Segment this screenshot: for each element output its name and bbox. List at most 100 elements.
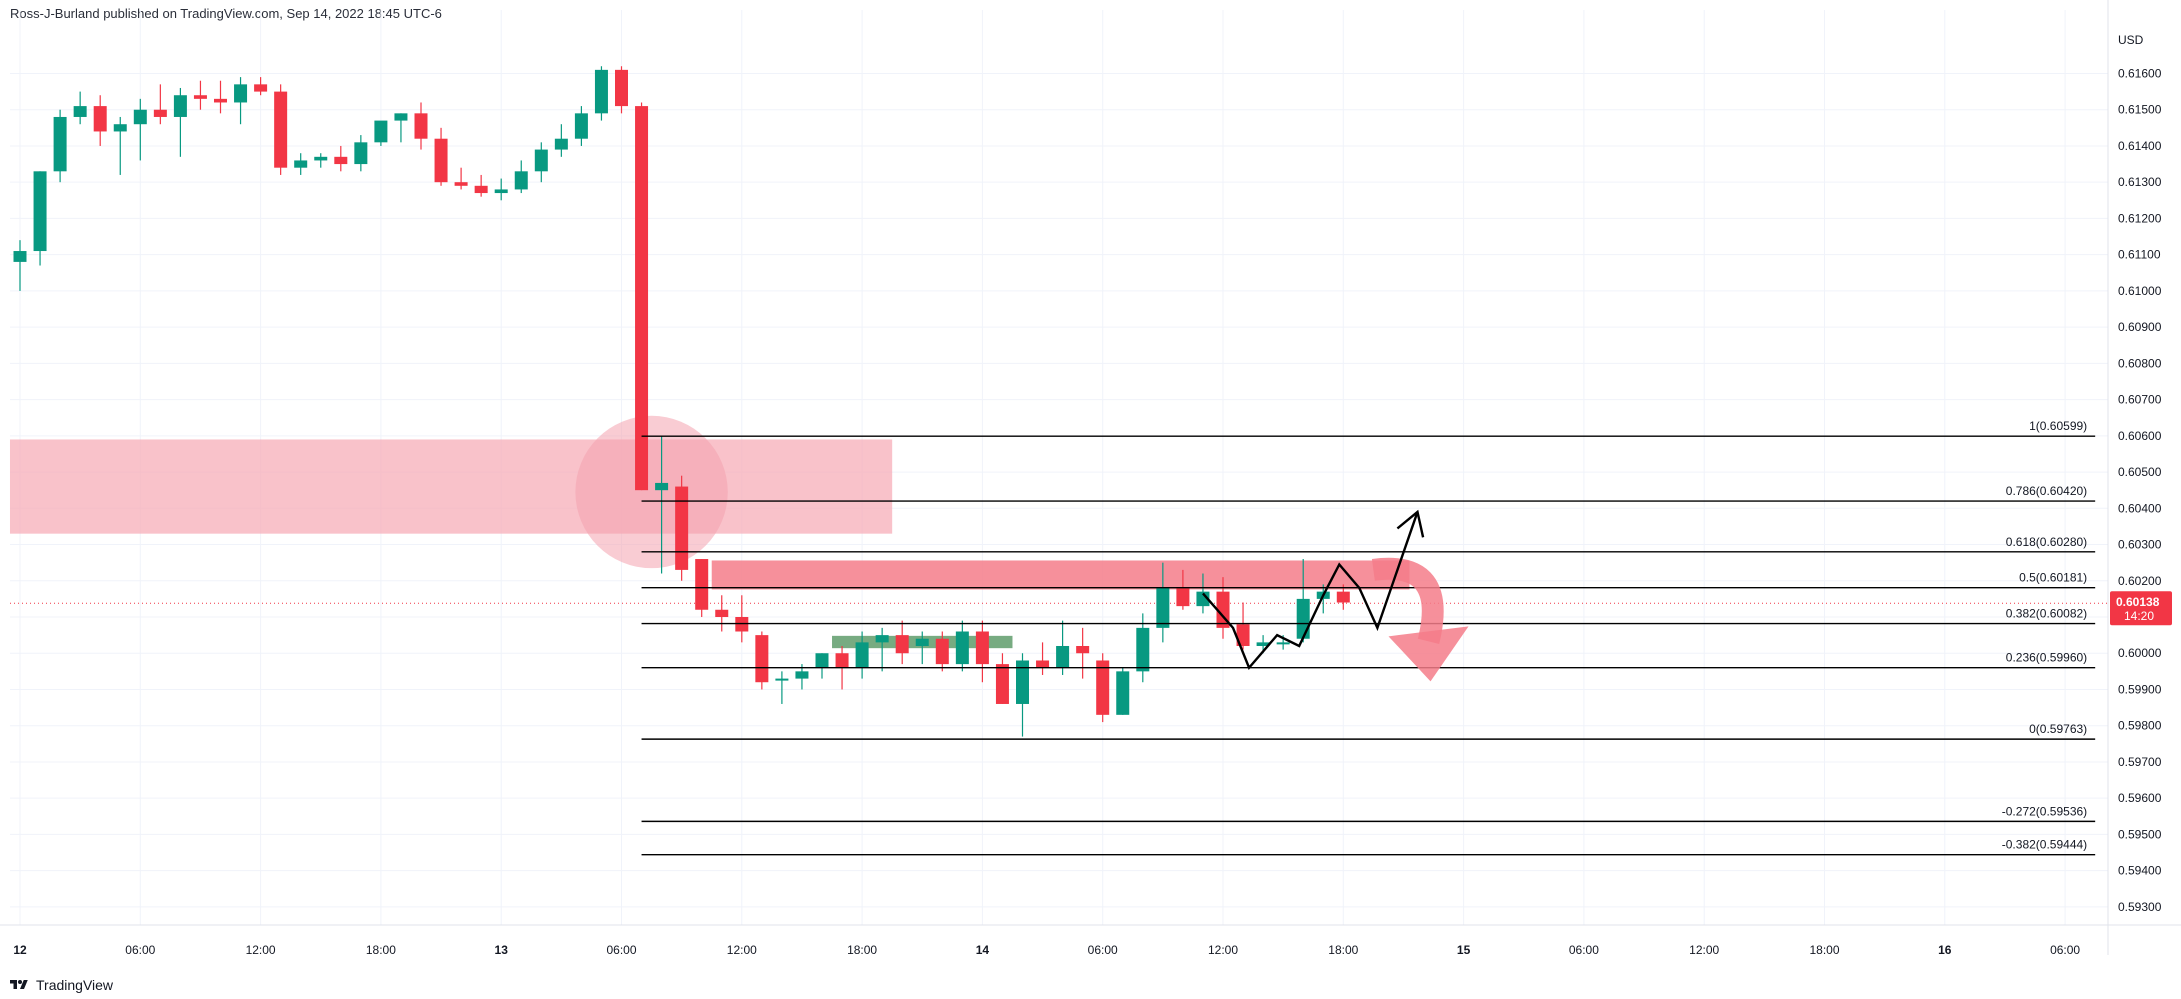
price-tick-label: 0.61200 — [2118, 211, 2162, 225]
candle-body — [394, 113, 408, 121]
candle-bearish — [1236, 602, 1250, 650]
time-tick-label: 06:00 — [606, 943, 636, 957]
price-tick-label: 0.60900 — [2118, 320, 2162, 334]
candle-bearish — [615, 66, 628, 114]
price-tick-label: 0.59700 — [2118, 755, 2162, 769]
candle-body — [514, 171, 528, 190]
fib-level-label: 0.382(0.60082) — [2006, 607, 2087, 621]
candle-bullish — [354, 135, 368, 172]
candle-body — [955, 631, 969, 665]
candle-bullish — [534, 142, 548, 183]
candle-body — [414, 113, 428, 139]
candle-body — [314, 156, 328, 161]
fib-level-label: -0.382(0.59444) — [2002, 838, 2087, 852]
projection-path — [1202, 511, 1419, 671]
candle-body — [1336, 591, 1350, 603]
time-tick-label: 16 — [1938, 943, 1952, 957]
candle-bullish — [494, 178, 508, 201]
price-tag-countdown: 14:20 — [2124, 609, 2154, 623]
candle-bearish — [474, 174, 488, 197]
candle-bearish — [635, 102, 649, 491]
candle-body — [1296, 598, 1310, 639]
bearish-arrow-head — [1388, 626, 1469, 682]
supply-zone — [9, 439, 893, 534]
candle-bearish — [975, 620, 989, 683]
candle-bullish — [554, 124, 568, 157]
candle-bullish — [815, 653, 829, 679]
tradingview-brand-label: TradingView — [36, 977, 114, 993]
time-tick-label: 12 — [13, 943, 27, 957]
price-tick-label: 0.60500 — [2118, 465, 2162, 479]
candle-bearish — [1076, 627, 1090, 679]
candle-body — [655, 482, 669, 491]
candle-body — [93, 106, 107, 132]
candle-body — [695, 559, 709, 610]
candle-body — [1176, 588, 1190, 607]
fib-level-label: -0.272(0.59536) — [2002, 804, 2087, 818]
candle-body — [935, 638, 949, 665]
price-tick-label: 0.59900 — [2118, 682, 2162, 696]
price-tick-label: 0.60700 — [2118, 393, 2162, 407]
candle-bullish — [314, 153, 328, 168]
candle-body — [334, 156, 348, 165]
candle-body — [594, 69, 608, 114]
time-tick-label: 15 — [1457, 943, 1471, 957]
candle-bullish — [775, 671, 789, 704]
candle-body — [755, 635, 769, 683]
publisher-header: Ross-J-Burland published on TradingView.… — [10, 6, 442, 21]
candle-bearish — [715, 595, 729, 632]
candle-bullish — [1136, 613, 1150, 683]
candle-body — [875, 635, 889, 643]
candle-body — [494, 189, 508, 194]
candle-body — [173, 95, 187, 117]
candle-bearish — [414, 102, 428, 150]
candle-body — [1116, 671, 1130, 715]
candle-bullish — [374, 120, 388, 146]
candle-bullish — [294, 153, 308, 175]
time-tick-label: 06:00 — [1569, 943, 1599, 957]
candle-body — [454, 182, 468, 186]
candle-bullish — [113, 116, 127, 175]
candle-body — [214, 98, 227, 103]
candlestick-series — [13, 66, 1350, 737]
candle-body — [474, 185, 488, 194]
candle-bearish — [254, 77, 268, 96]
candle-body — [675, 486, 689, 570]
candle-bearish — [434, 127, 448, 186]
time-tick-label: 18:00 — [1328, 943, 1358, 957]
time-tick-label: 12:00 — [1208, 943, 1238, 957]
candle-body — [1056, 645, 1070, 668]
candle-bearish — [214, 80, 227, 114]
candle-body — [1036, 660, 1050, 668]
candle-bearish — [193, 80, 207, 110]
candle-body — [113, 124, 127, 132]
candle-bullish — [53, 109, 67, 183]
candle-body — [73, 106, 87, 117]
candle-bullish — [1116, 667, 1130, 715]
currency-label: USD — [2118, 33, 2144, 47]
price-tick-label: 0.60300 — [2118, 538, 2162, 552]
candle-body — [254, 84, 268, 92]
tradingview-footer[interactable]: TradingView — [8, 977, 113, 993]
candle-body — [554, 138, 568, 150]
candle-body — [1196, 591, 1210, 607]
candle-bearish — [153, 84, 167, 125]
candle-body — [374, 120, 388, 143]
resistance-zone — [711, 560, 1410, 590]
time-tick-label: 12:00 — [727, 943, 757, 957]
candle-body — [133, 109, 147, 125]
candle-bearish — [1336, 584, 1350, 610]
candle-body — [1096, 660, 1110, 715]
candle-bullish — [514, 160, 528, 194]
time-tick-label: 18:00 — [847, 943, 877, 957]
price-tick-label: 0.60800 — [2118, 356, 2162, 370]
candle-bearish — [755, 631, 769, 690]
candle-body — [1136, 627, 1150, 672]
fib-level-label: 1(0.60599) — [2029, 419, 2087, 433]
price-tick-label: 0.60400 — [2118, 501, 2162, 515]
tradingview-logo-icon — [8, 978, 30, 992]
price-tick-label: 0.61000 — [2118, 284, 2162, 298]
candle-body — [855, 642, 869, 668]
candle-bearish — [935, 631, 949, 672]
